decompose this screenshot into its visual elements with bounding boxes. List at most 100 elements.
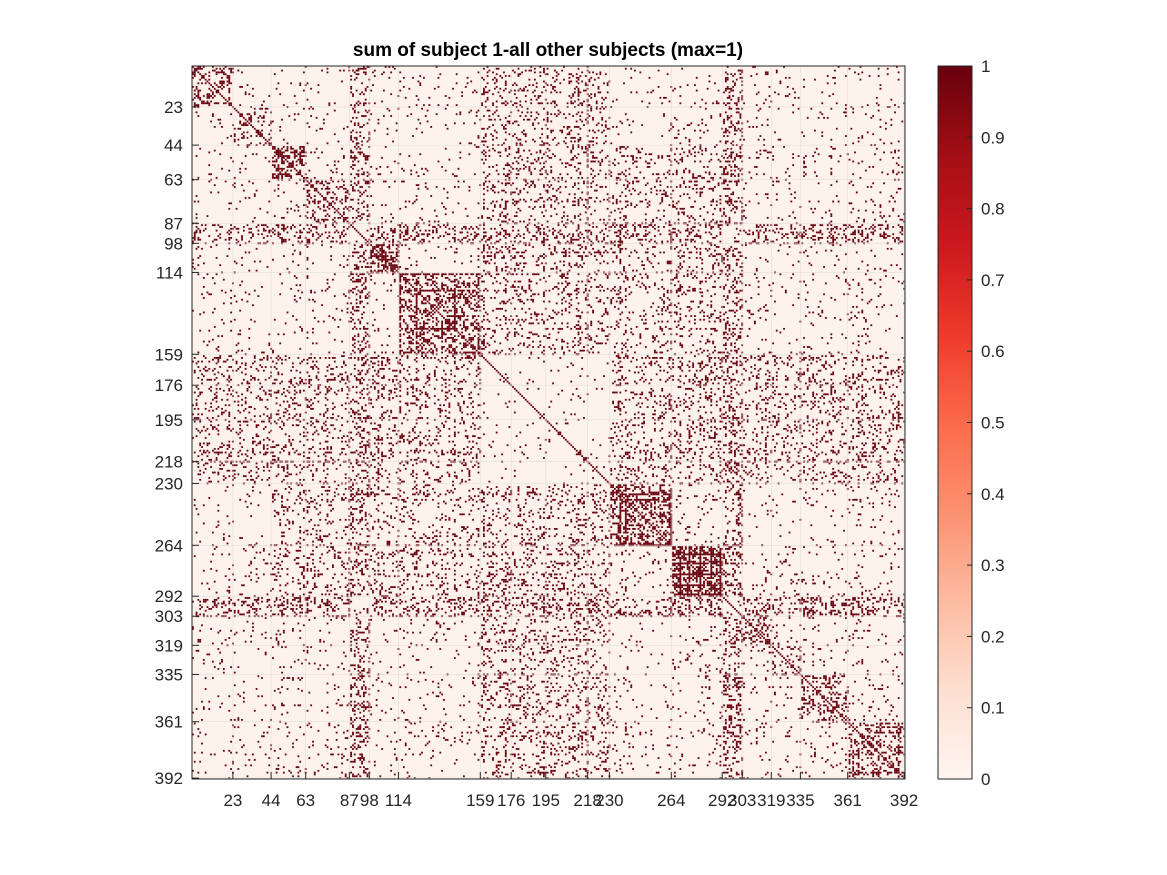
heatmap-cell <box>504 204 507 207</box>
heatmap-cell <box>428 104 431 107</box>
heatmap-cell <box>293 451 296 454</box>
heatmap-cell <box>724 160 727 163</box>
heatmap-cell <box>299 151 302 154</box>
heatmap-cell <box>815 147 818 150</box>
heatmap-cell <box>535 160 538 163</box>
heatmap-cell <box>299 382 302 385</box>
heatmap-cell <box>883 151 885 154</box>
heatmap-cell <box>213 326 216 328</box>
heatmap-cell <box>406 115 409 117</box>
heatmap-cell <box>624 160 627 163</box>
heatmap-cell <box>208 102 211 105</box>
heatmap-cell <box>302 491 305 494</box>
heatmap-cell <box>213 95 216 97</box>
heatmap-cell <box>734 129 736 132</box>
heatmap-cell <box>275 489 278 492</box>
heatmap-cell <box>692 187 695 190</box>
heatmap-cell <box>204 600 207 603</box>
heatmap-cell <box>666 73 669 76</box>
heatmap-cell <box>306 404 309 407</box>
heatmap-cell <box>852 184 855 187</box>
heatmap-cell <box>528 169 531 172</box>
heatmap-cell <box>250 366 253 368</box>
heatmap-cell <box>557 113 560 116</box>
heatmap-cell <box>315 393 318 396</box>
heatmap-cell <box>230 718 233 721</box>
heatmap-cell <box>333 491 336 494</box>
heatmap-cell <box>366 122 369 125</box>
heatmap-cell <box>342 156 345 159</box>
heatmap-cell <box>814 171 816 174</box>
heatmap-cell <box>561 69 564 72</box>
heatmap-cell <box>233 127 236 130</box>
heatmap-cell <box>235 362 238 365</box>
heatmap-cell <box>730 173 733 176</box>
heatmap-cell <box>282 415 285 418</box>
heatmap-cell <box>728 204 731 207</box>
heatmap-cell <box>313 498 316 501</box>
heatmap-cell <box>299 493 302 496</box>
heatmap-cell <box>266 358 269 361</box>
heatmap-cell <box>317 202 320 205</box>
heatmap-cell <box>599 111 602 114</box>
heatmap-cell <box>262 466 265 468</box>
heatmap-cell <box>275 160 278 163</box>
heatmap-cell <box>264 704 267 707</box>
heatmap-cell <box>481 102 484 105</box>
heatmap-cell <box>282 704 285 707</box>
heatmap-cell <box>293 402 296 405</box>
heatmap-cell <box>657 69 660 72</box>
heatmap-cell <box>237 333 240 336</box>
heatmap-cell <box>301 158 303 161</box>
heatmap-cell <box>242 697 245 699</box>
heatmap-cell <box>215 89 218 92</box>
heatmap-cell <box>259 397 262 399</box>
heatmap-cell <box>328 520 331 523</box>
heatmap-cell <box>202 600 205 603</box>
heatmap-cell <box>226 136 229 139</box>
heatmap-cell <box>766 193 769 196</box>
heatmap-cell <box>215 604 218 607</box>
heatmap-cell <box>555 91 558 94</box>
heatmap-cell <box>192 258 194 261</box>
heatmap-cell <box>739 169 742 172</box>
heatmap-cell <box>313 189 316 192</box>
heatmap-cell <box>302 107 305 110</box>
heatmap-cell <box>772 158 775 161</box>
heatmap-cell <box>208 608 211 610</box>
heatmap-cell <box>493 204 496 207</box>
heatmap-cell <box>248 118 251 121</box>
heatmap-cell <box>281 500 283 503</box>
heatmap-cell <box>803 86 805 88</box>
heatmap-cell <box>324 489 327 492</box>
heatmap-cell <box>357 124 360 127</box>
heatmap-cell <box>208 708 211 710</box>
heatmap-cell <box>313 176 316 179</box>
heatmap-cell <box>282 255 285 257</box>
heatmap-cell <box>273 229 276 232</box>
heatmap-cell <box>537 156 540 159</box>
heatmap-cell <box>672 206 674 208</box>
heatmap-cell <box>324 215 327 217</box>
heatmap-cell <box>246 131 249 134</box>
heatmap-cell <box>632 182 634 185</box>
heatmap-cell <box>350 131 353 134</box>
heatmap-cell <box>288 357 291 359</box>
heatmap-cell <box>619 195 622 197</box>
heatmap-cell <box>253 107 256 110</box>
heatmap-cell <box>603 98 605 101</box>
heatmap-cell <box>224 102 227 105</box>
heatmap-cell <box>341 198 343 201</box>
heatmap-cell <box>481 158 484 161</box>
heatmap-cell <box>237 433 240 436</box>
heatmap-cell <box>239 498 242 501</box>
heatmap-cell <box>308 189 311 192</box>
heatmap-cell <box>235 351 238 354</box>
heatmap-cell <box>261 124 263 127</box>
heatmap-cell <box>237 451 240 454</box>
heatmap-cell <box>715 200 718 203</box>
heatmap-cell <box>266 593 269 596</box>
heatmap-cell <box>764 149 767 152</box>
heatmap-cell <box>377 118 380 121</box>
heatmap-cell <box>322 209 325 212</box>
